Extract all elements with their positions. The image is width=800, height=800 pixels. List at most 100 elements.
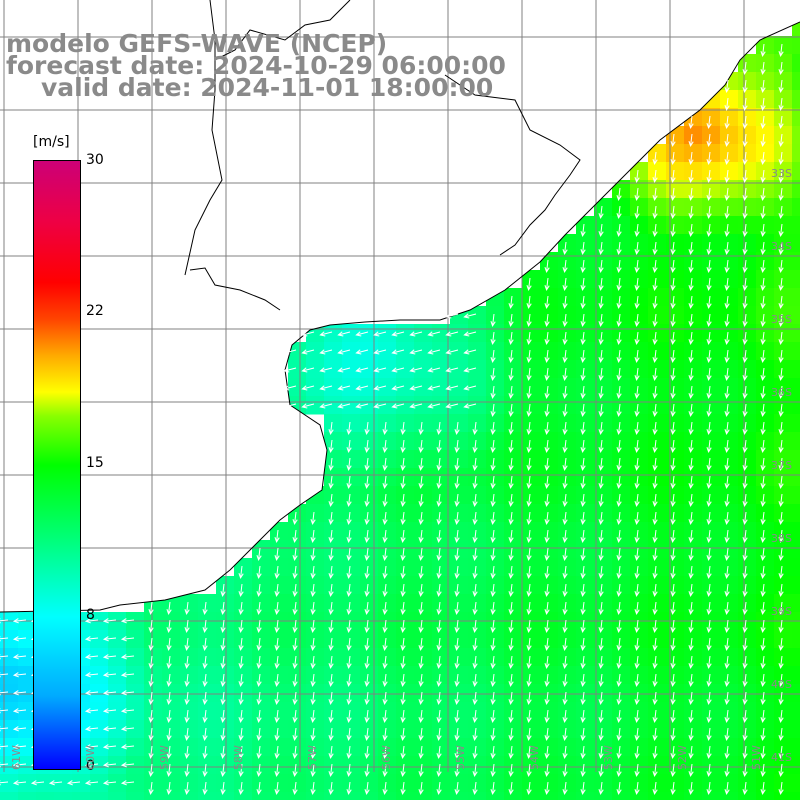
wind-arrow (778, 457, 784, 472)
wind-arrow (328, 763, 334, 778)
wind-arrow (670, 619, 676, 634)
wind-arrow (562, 385, 568, 400)
wind-speed-cell (324, 756, 343, 775)
wind-speed-cell (504, 774, 523, 793)
wind-arrow (706, 547, 712, 562)
wind-arrow (12, 708, 27, 714)
wind-arrow (364, 781, 370, 796)
wind-speed-cell (486, 576, 505, 595)
wind-arrow (274, 745, 280, 760)
wind-speed-cell (342, 468, 361, 487)
wind-speed-cell (630, 342, 649, 361)
wind-arrow (526, 547, 532, 562)
wind-arrow (616, 493, 622, 508)
wind-speed-cell (432, 342, 451, 361)
wind-arrow (292, 763, 298, 778)
wind-speed-cell (648, 792, 667, 800)
wind-arrow (463, 385, 477, 391)
wind-arrow (562, 511, 568, 526)
wind-arrow (706, 277, 712, 292)
wind-speed-cell (306, 702, 325, 721)
wind-speed-cell (720, 684, 739, 703)
wind-arrow (409, 349, 423, 355)
wind-speed-cell (342, 720, 361, 739)
wind-arrow (778, 619, 784, 634)
wind-speed-cell (612, 198, 631, 217)
wind-speed-cell (612, 252, 631, 271)
wind-arrow (742, 673, 748, 688)
wind-arrow (616, 619, 622, 634)
wind-speed-cell (180, 666, 199, 685)
wind-speed-cell (774, 378, 793, 397)
wind-arrow (598, 547, 604, 562)
wind-speed-cell (720, 522, 739, 541)
wind-arrow (526, 403, 532, 418)
wind-arrow (706, 313, 712, 328)
wind-speed-cell (666, 468, 685, 487)
wind-speed-cell (594, 522, 613, 541)
wind-speed-cell (450, 378, 469, 397)
wind-arrow (472, 781, 478, 796)
wind-arrow (688, 457, 694, 472)
wind-speed-cell (756, 684, 775, 703)
wind-arrow (616, 187, 622, 202)
wind-arrow (706, 151, 712, 166)
wind-speed-cell (468, 774, 487, 793)
wind-arrow (544, 403, 550, 418)
wind-arrow (634, 403, 640, 418)
wind-speed-cell (432, 558, 451, 577)
wind-arrow (436, 439, 442, 454)
wind-speed-cell (540, 306, 559, 325)
wind-arrow (382, 565, 388, 580)
wind-arrow (202, 601, 208, 616)
wind-arrow (472, 709, 478, 724)
wind-arrow (256, 583, 262, 598)
wind-arrow (688, 421, 694, 436)
wind-arrow (400, 457, 406, 472)
wind-arrow (120, 780, 135, 786)
wind-arrow (472, 745, 478, 760)
wind-speed-cell (702, 252, 721, 271)
wind-speed-cell (306, 396, 325, 415)
wind-speed-cell (684, 198, 703, 217)
wind-speed-cell (540, 702, 559, 721)
wind-speed-cell (648, 720, 667, 739)
wind-speed-cell (468, 756, 487, 775)
wind-arrow (760, 493, 766, 508)
wind-speed-cell (684, 702, 703, 721)
wind-speed-cell (576, 648, 595, 667)
wind-arrow (724, 421, 730, 436)
wind-speed-cell (144, 738, 163, 757)
wind-speed-cell (558, 270, 577, 289)
wind-speed-cell (216, 684, 235, 703)
wind-arrow (652, 763, 658, 778)
wind-arrow (706, 349, 712, 364)
wind-speed-cell (270, 792, 289, 800)
wind-speed-cell (18, 666, 37, 685)
wind-speed-cell (504, 738, 523, 757)
wind-speed-cell (792, 234, 800, 253)
wind-arrow (346, 673, 352, 688)
wind-arrow (634, 583, 640, 598)
wind-speed-cell (720, 216, 739, 235)
wind-speed-cell (558, 558, 577, 577)
wind-arrow (66, 780, 81, 786)
wind-arrow (526, 421, 532, 436)
wind-speed-cell (774, 360, 793, 379)
lat-label: 39S (771, 605, 792, 618)
wind-speed-cell (216, 774, 235, 793)
wind-arrow (418, 763, 424, 778)
wind-speed-cell (594, 486, 613, 505)
wind-speed-cell (306, 540, 325, 559)
wind-speed-cell (414, 342, 433, 361)
wind-arrow (220, 781, 226, 796)
wind-arrow (688, 115, 694, 130)
wind-arrow (0, 762, 9, 768)
wind-speed-cell (720, 252, 739, 271)
wind-speed-cell (684, 378, 703, 397)
wind-arrow (526, 475, 532, 490)
wind-arrow (562, 457, 568, 472)
wind-arrow (148, 727, 154, 742)
wind-speed-cell (738, 180, 757, 199)
wind-speed-cell (504, 522, 523, 541)
